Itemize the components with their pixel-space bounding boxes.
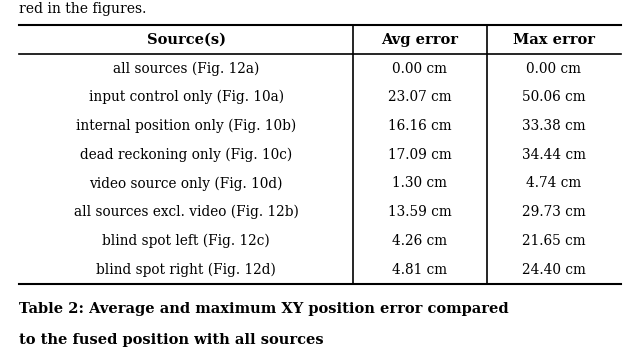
Text: 4.81 cm: 4.81 cm — [392, 262, 447, 277]
Text: all sources excl. video (Fig. 12b): all sources excl. video (Fig. 12b) — [74, 205, 299, 219]
Text: 23.07 cm: 23.07 cm — [388, 90, 452, 104]
Text: Avg error: Avg error — [381, 33, 458, 47]
Text: blind spot left (Fig. 12c): blind spot left (Fig. 12c) — [102, 234, 270, 248]
Text: 4.74 cm: 4.74 cm — [526, 177, 581, 190]
Text: 29.73 cm: 29.73 cm — [522, 205, 586, 219]
Text: dead reckoning only (Fig. 10c): dead reckoning only (Fig. 10c) — [80, 147, 292, 162]
Text: to the fused position with all sources: to the fused position with all sources — [19, 333, 324, 347]
Text: 24.40 cm: 24.40 cm — [522, 262, 586, 277]
Text: Table 2: Average and maximum XY position error compared: Table 2: Average and maximum XY position… — [19, 302, 509, 316]
Text: 17.09 cm: 17.09 cm — [388, 148, 452, 162]
Text: 13.59 cm: 13.59 cm — [388, 205, 452, 219]
Text: 1.30 cm: 1.30 cm — [392, 177, 447, 190]
Text: input control only (Fig. 10a): input control only (Fig. 10a) — [88, 90, 284, 104]
Text: 4.26 cm: 4.26 cm — [392, 234, 447, 248]
Text: 50.06 cm: 50.06 cm — [522, 90, 586, 104]
Text: 0.00 cm: 0.00 cm — [392, 62, 447, 76]
Text: internal position only (Fig. 10b): internal position only (Fig. 10b) — [76, 119, 296, 133]
Text: red in the figures.: red in the figures. — [19, 2, 147, 16]
Text: 16.16 cm: 16.16 cm — [388, 119, 452, 133]
Text: all sources (Fig. 12a): all sources (Fig. 12a) — [113, 62, 259, 76]
Text: 33.38 cm: 33.38 cm — [522, 119, 586, 133]
Text: video source only (Fig. 10d): video source only (Fig. 10d) — [90, 176, 283, 191]
Text: 21.65 cm: 21.65 cm — [522, 234, 586, 248]
Text: 0.00 cm: 0.00 cm — [526, 62, 581, 76]
Text: blind spot right (Fig. 12d): blind spot right (Fig. 12d) — [96, 262, 276, 277]
Text: 34.44 cm: 34.44 cm — [522, 148, 586, 162]
Text: Source(s): Source(s) — [147, 33, 226, 47]
Text: Max error: Max error — [513, 33, 595, 47]
